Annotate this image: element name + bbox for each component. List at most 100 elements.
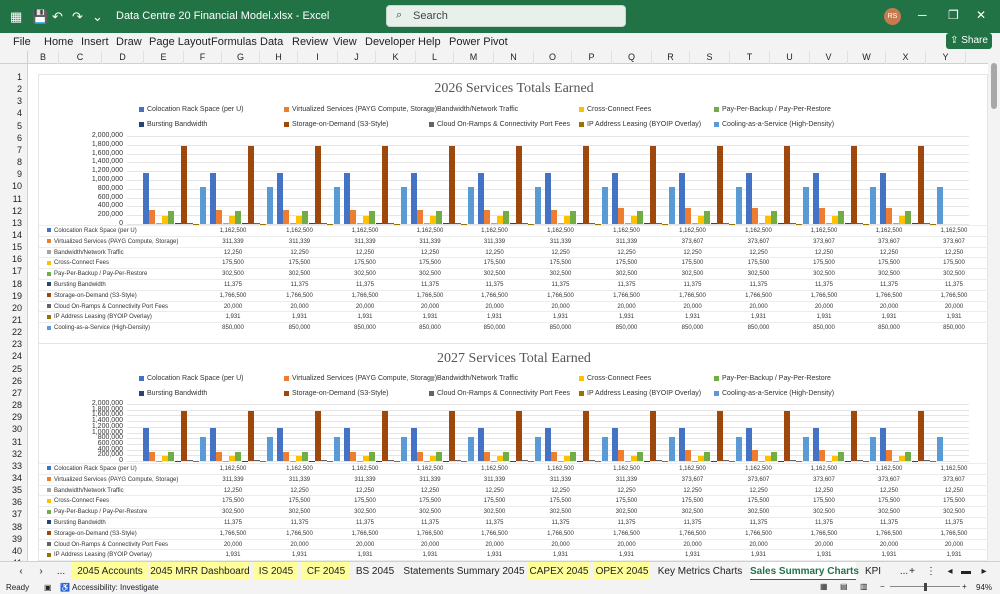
column-header[interactable]: H xyxy=(260,51,298,64)
menu-formulas[interactable]: Formulas xyxy=(211,36,257,48)
tab-bar-menu-icon[interactable]: ⋮ xyxy=(926,566,936,577)
bar[interactable] xyxy=(302,210,309,224)
column-header[interactable]: X xyxy=(886,51,926,64)
bar[interactable] xyxy=(637,452,644,461)
legend-entry[interactable]: Pay-Per-Backup / Pay-Per-Restore xyxy=(714,106,831,113)
bar[interactable] xyxy=(484,210,491,224)
bar[interactable] xyxy=(295,455,302,461)
row-header[interactable]: 17 xyxy=(11,266,22,277)
bar[interactable] xyxy=(643,223,650,224)
bar[interactable] xyxy=(515,146,522,224)
bar[interactable] xyxy=(892,223,899,224)
tab-kpi[interactable]: KPI xyxy=(864,566,882,577)
bar[interactable] xyxy=(668,186,675,224)
row-header[interactable]: 16 xyxy=(11,254,22,265)
bar[interactable] xyxy=(911,460,918,461)
tab-bs-2045[interactable]: BS 2045 xyxy=(355,566,395,577)
menu-help[interactable]: Help xyxy=(418,36,441,48)
bar[interactable] xyxy=(254,460,261,461)
menu-developer[interactable]: Developer xyxy=(365,36,416,48)
row-header[interactable]: 37 xyxy=(11,509,22,520)
column-header[interactable]: L xyxy=(416,51,454,64)
bar[interactable] xyxy=(723,223,730,224)
menu-page-layout[interactable]: Page Layout xyxy=(149,36,211,48)
row-header[interactable]: 38 xyxy=(11,521,22,532)
bar[interactable] xyxy=(260,460,267,461)
bar[interactable] xyxy=(545,427,551,461)
share-button[interactable]: ⇪ Share xyxy=(946,33,992,49)
bar[interactable] xyxy=(534,436,541,461)
bar[interactable] xyxy=(716,146,723,224)
bar[interactable] xyxy=(283,452,290,461)
bar[interactable] xyxy=(235,210,242,224)
bar[interactable] xyxy=(880,172,886,224)
row-header[interactable]: 32 xyxy=(11,448,22,459)
column-header[interactable]: V xyxy=(810,51,848,64)
column-header[interactable]: I xyxy=(298,51,338,64)
bar[interactable] xyxy=(637,210,644,224)
bar[interactable] xyxy=(869,186,876,224)
bar[interactable] xyxy=(528,223,535,224)
bar[interactable] xyxy=(187,223,194,224)
bar[interactable] xyxy=(490,223,497,224)
bar[interactable] xyxy=(143,172,149,224)
minimize-icon[interactable]: ─ xyxy=(918,8,927,22)
bar[interactable] xyxy=(344,172,350,224)
column-header[interactable]: D xyxy=(102,51,144,64)
column-header[interactable]: N xyxy=(494,51,534,64)
tab-2045-mrr-dashboard[interactable]: 2045 MRR Dashboard xyxy=(150,562,250,581)
bar[interactable] xyxy=(484,452,491,461)
bar[interactable] xyxy=(277,427,283,461)
bar[interactable] xyxy=(729,460,736,461)
bar[interactable] xyxy=(813,427,819,461)
bar[interactable] xyxy=(228,216,235,224)
row-header[interactable]: 19 xyxy=(11,290,22,301)
legend-entry[interactable]: Storage-on-Demand (S3-Style) xyxy=(284,390,389,397)
bar[interactable] xyxy=(534,186,541,224)
bar[interactable] xyxy=(771,210,778,224)
bar[interactable] xyxy=(630,216,637,224)
bar[interactable] xyxy=(685,450,692,461)
bar[interactable] xyxy=(557,223,564,224)
bar[interactable] xyxy=(490,460,497,461)
row-header[interactable]: 23 xyxy=(11,339,22,350)
bar[interactable] xyxy=(563,455,570,461)
bar[interactable] xyxy=(819,450,826,461)
bar[interactable] xyxy=(679,172,685,224)
bar[interactable] xyxy=(777,460,784,461)
column-header[interactable]: R xyxy=(652,51,690,64)
bar[interactable] xyxy=(161,455,168,461)
bar[interactable] xyxy=(570,452,577,461)
bar[interactable] xyxy=(266,436,273,461)
zoom-in-icon[interactable]: + xyxy=(962,582,967,591)
row-header[interactable]: 22 xyxy=(11,327,22,338)
bar[interactable] xyxy=(576,460,583,461)
column-header[interactable]: K xyxy=(376,51,416,64)
hscroll-thumb[interactable]: ▬ xyxy=(961,566,971,577)
select-all-corner[interactable] xyxy=(0,51,28,64)
avatar[interactable]: RS xyxy=(884,8,901,25)
save-icon[interactable]: 💾 xyxy=(32,9,49,24)
row-header[interactable]: 1 xyxy=(16,72,22,82)
bar[interactable] xyxy=(612,427,618,461)
row-header[interactable]: 31 xyxy=(11,436,22,447)
bar[interactable] xyxy=(825,460,832,461)
bar[interactable] xyxy=(369,210,376,224)
bar[interactable] xyxy=(327,460,334,461)
legend-entry[interactable]: Virtualized Services (PAYG Compute, Stor… xyxy=(284,375,437,382)
add-sheet-button[interactable]: + xyxy=(909,566,915,577)
bar[interactable] xyxy=(924,223,931,224)
normal-view-icon[interactable]: ▦ xyxy=(820,582,828,591)
bar[interactable] xyxy=(216,210,223,224)
bar[interactable] xyxy=(869,436,876,461)
legend-entry[interactable]: Virtualized Services (PAYG Compute, Stor… xyxy=(284,106,437,113)
row-header[interactable]: 2 xyxy=(16,84,22,95)
row-header[interactable]: 35 xyxy=(11,485,22,496)
bar[interactable] xyxy=(752,450,759,461)
bar[interactable] xyxy=(710,460,717,461)
bar[interactable] xyxy=(455,223,462,224)
column-header[interactable]: S xyxy=(690,51,730,64)
bar[interactable] xyxy=(752,207,759,224)
bar[interactable] xyxy=(716,410,723,461)
bar[interactable] xyxy=(886,450,893,461)
